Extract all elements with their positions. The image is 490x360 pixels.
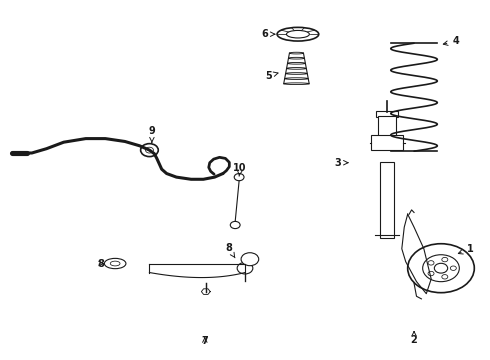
Text: 3: 3 [335,158,348,168]
Text: 7: 7 [201,336,208,346]
Circle shape [146,147,153,153]
Ellipse shape [110,261,120,266]
Bar [380,162,394,238]
Circle shape [230,221,240,229]
Text: 2: 2 [411,332,417,345]
Ellipse shape [104,258,126,269]
Circle shape [434,263,448,273]
Text: 1: 1 [458,244,473,254]
Circle shape [237,262,253,274]
Circle shape [141,144,158,157]
Text: 9: 9 [148,126,155,142]
Circle shape [408,244,474,293]
Circle shape [450,266,456,270]
Circle shape [442,275,448,279]
Circle shape [241,253,259,266]
Circle shape [423,255,459,282]
Text: 8: 8 [98,258,104,269]
Bar [376,112,398,117]
Text: 4: 4 [443,36,459,46]
Text: 10: 10 [233,163,247,176]
Bar [378,116,396,136]
Bar [371,135,403,150]
Circle shape [428,271,434,276]
Circle shape [442,257,448,262]
Text: 8: 8 [225,243,235,258]
Circle shape [234,174,244,181]
Circle shape [428,261,434,265]
Text: 6: 6 [262,29,275,39]
Text: 5: 5 [265,71,278,81]
